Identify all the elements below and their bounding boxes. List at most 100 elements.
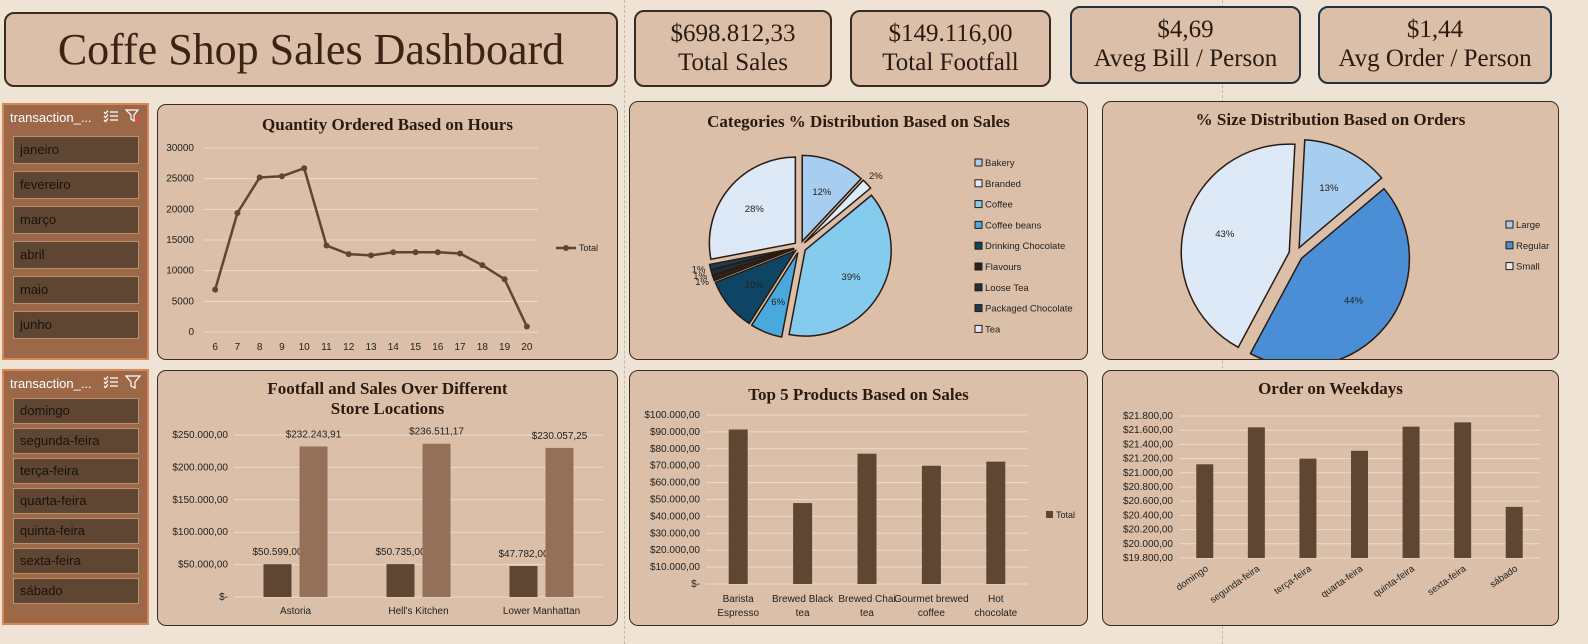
y-tick-label: $21.800,00 <box>1123 411 1173 422</box>
slicer-item-maio[interactable]: maio <box>13 276 139 304</box>
legend-label: Total <box>579 243 598 253</box>
slicer-item-fevereiro[interactable]: fevereiro <box>13 171 139 199</box>
data-point <box>256 174 263 181</box>
x-tick-label: 13 <box>365 342 377 353</box>
data-label: $232.243,91 <box>286 430 342 441</box>
bar <box>509 566 538 597</box>
weekdays-bar-chart: $19.800,00 $20.000,00 $20.200,00 $20.400,00… <box>1123 411 1540 606</box>
y-tick-label: $90.000,00 <box>650 427 700 438</box>
x-tick-label: Brewed Chai <box>838 594 895 605</box>
slicer-item-sexta[interactable]: sexta-feira <box>13 548 139 574</box>
x-tick-label: 7 <box>235 342 241 353</box>
data-point <box>457 250 464 257</box>
bar <box>422 443 451 597</box>
slicer-item-abril[interactable]: abril <box>13 241 139 269</box>
x-tick-label: 6 <box>212 342 218 353</box>
x-tick-label: 17 <box>455 342 467 353</box>
x-tick-label: 16 <box>432 342 444 353</box>
chart-title: % Size Distribution Based on Orders <box>1195 110 1466 129</box>
y-tick-label: $20.000,00 <box>1123 539 1173 550</box>
multi-select-icon[interactable] <box>103 375 119 392</box>
y-tick-label: $20.200,00 <box>1123 525 1173 536</box>
chart-title: Categories % Distribution Based on Sales <box>707 112 1010 131</box>
slicer-item-domingo[interactable]: domingo <box>13 398 139 424</box>
x-tick-label: Espresso <box>717 608 759 619</box>
slicer-item-junho[interactable]: junho <box>13 311 139 339</box>
legend-swatch <box>974 241 983 250</box>
legend-label: Large <box>1516 220 1540 231</box>
slicer-item-quarta[interactable]: quarta-feira <box>13 488 139 514</box>
data-label: $230.057,25 <box>532 431 588 442</box>
slicer-item-sabado[interactable]: sábado <box>13 578 139 604</box>
data-point <box>234 210 241 217</box>
x-tick-label: Brewed Black <box>772 594 834 605</box>
data-label: 1% <box>695 277 709 288</box>
kpi-label: Total Sales <box>677 48 789 76</box>
x-tick-label: Gourmet brewed <box>894 594 968 605</box>
bar <box>1505 506 1523 558</box>
y-tick-label: $21.200,00 <box>1123 454 1173 465</box>
sizes-chart-panel: % Size Distribution Based on Orders 13% 4… <box>1102 101 1559 360</box>
y-tick-label: 10000 <box>166 266 194 277</box>
x-tick-label: 10 <box>299 342 311 353</box>
slicer-header: transaction_... <box>4 105 147 129</box>
x-tick-label: domingo <box>1174 563 1210 593</box>
y-tick-label: $100.000,00 <box>172 527 228 538</box>
legend-swatch <box>974 324 983 333</box>
y-tick-label: $- <box>691 579 700 590</box>
bar <box>1454 422 1472 558</box>
products-chart-panel: Top 5 Products Based on Sales $- $10.000,… <box>629 370 1088 626</box>
bar <box>1196 464 1214 558</box>
legend-label: Branded <box>985 179 1021 190</box>
data-point <box>212 286 219 293</box>
bar <box>728 429 748 584</box>
x-tick-label: Astoria <box>280 606 312 617</box>
x-tick-label: 12 <box>343 342 355 353</box>
chart-title: Order on Weekdays <box>1258 379 1403 398</box>
pie-slice <box>708 156 797 261</box>
data-label: 39% <box>842 272 862 283</box>
multi-select-icon[interactable] <box>103 109 119 126</box>
x-tick-label: coffee <box>918 608 945 619</box>
sizes-pie-chart: 13% 44% 43% Large Regular Small <box>1180 139 1549 359</box>
x-tick-label: chocolate <box>974 608 1017 619</box>
clear-filter-icon[interactable] <box>124 108 141 126</box>
y-tick-label: $60.000,00 <box>650 478 700 489</box>
x-tick-label: 15 <box>410 342 422 353</box>
y-tick-label: 5000 <box>172 296 195 307</box>
series-line <box>213 166 528 328</box>
slicer-item-quinta[interactable]: quinta-feira <box>13 518 139 544</box>
data-label: $236.511,17 <box>409 427 464 438</box>
slicer-item-marco[interactable]: março <box>13 206 139 234</box>
chart-title: Footfall and Sales Over Different Store … <box>267 379 508 418</box>
bar <box>1351 450 1368 558</box>
legend-label: Coffee <box>985 200 1013 211</box>
y-tick-label: $150.000,00 <box>172 495 228 506</box>
pie-slice <box>788 194 892 337</box>
data-point <box>345 251 352 258</box>
slicer-item-janeiro[interactable]: janeiro <box>13 136 139 164</box>
pie-slice <box>1298 139 1383 250</box>
x-tick-label: Lower Manhattan <box>503 606 580 617</box>
legend-label: Packaged Chocolate <box>985 304 1073 315</box>
kpi-avg-order: $1,44 Avg Order / Person <box>1318 6 1552 84</box>
y-tick-label: $80.000,00 <box>650 444 700 455</box>
bar <box>793 503 813 584</box>
x-tick-label: terça-feira <box>1272 563 1314 597</box>
legend-label: Small <box>1516 262 1540 273</box>
y-tick-label: $50.000,00 <box>178 560 228 571</box>
filter-icon[interactable] <box>124 374 142 392</box>
data-point <box>412 249 419 256</box>
data-label: 12% <box>812 187 832 198</box>
data-point <box>323 242 330 249</box>
slicer-item-segunda[interactable]: segunda-feira <box>13 428 139 454</box>
weekday-slicer: transaction_... domingo segunda-feira te… <box>2 369 149 625</box>
y-tick-label: 25000 <box>166 174 194 185</box>
kpi-value: $1,44 <box>1406 16 1464 44</box>
x-tick-label: sábado <box>1488 563 1520 590</box>
data-label: 10% <box>745 280 765 291</box>
month-slicer: transaction_... janeiro fevereiro março … <box>2 103 149 360</box>
data-point <box>390 249 397 256</box>
slicer-item-terca[interactable]: terça-feira <box>13 458 139 484</box>
data-label: 2% <box>869 171 883 182</box>
